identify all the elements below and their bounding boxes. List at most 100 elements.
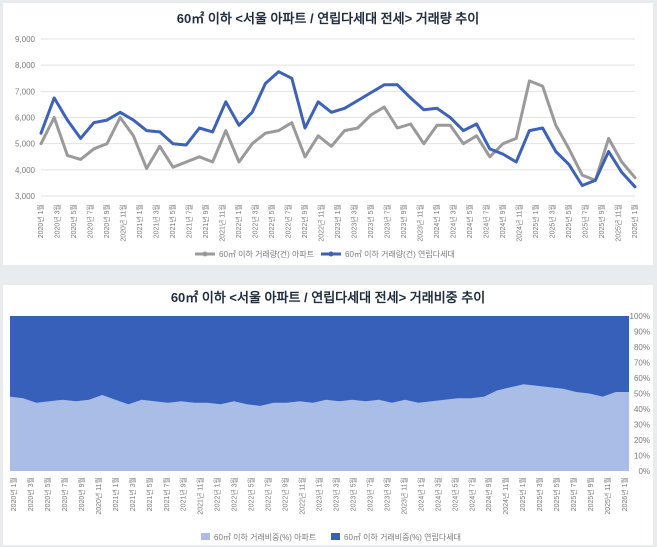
volume-point-apartment [132,134,135,137]
volume-point-villa [79,137,82,140]
legend-swatch-apartment-share [201,533,210,540]
volume-x-tick-label: 2022년 11월 [317,204,326,242]
volume-point-apartment [528,79,531,83]
volume-x-tick-label: 2023년 1월 [333,204,342,238]
volume-point-villa [198,126,201,130]
volume-y-tick-label: 9,000 [15,35,36,44]
volume-point-apartment [66,154,69,157]
volume-point-apartment [290,121,293,124]
volume-x-tick-label: 2022년 9월 [300,204,309,238]
volume-x-tick-label: 2024년 5월 [465,204,474,238]
volume-point-villa [264,82,267,85]
share-y-tick-label: 70% [634,359,650,368]
volume-point-apartment [449,124,452,127]
volume-point-apartment [53,116,56,119]
volume-x-tick-label: 2020년 11월 [119,204,128,242]
volume-x-tick-label: 2021년 3월 [152,204,161,238]
share-x-tick-label: 2025년 9월 [586,477,595,511]
volume-y-tick-label: 6,000 [15,114,36,123]
volume-x-tick-label: 2025년 11월 [614,204,623,242]
share-y-tick-label: 90% [634,328,650,337]
share-x-tick-label: 2020년 1월 [9,477,18,511]
volume-point-villa [343,107,346,110]
volume-chart-series [39,70,637,189]
share-x-tick-label: 2025년 11월 [603,477,612,515]
volume-x-tick-label: 2024년 9월 [498,204,507,238]
volume-point-villa [607,150,610,153]
volume-point-apartment [264,132,267,135]
volume-point-apartment [224,129,227,132]
share-x-tick-label: 2022년 5월 [247,477,256,511]
volume-x-tick-label: 2023년 7월 [383,204,392,238]
share-y-tick-label: 0% [638,467,650,476]
volume-x-tick-label: 2026년 1월 [630,204,639,238]
share-x-tick-label: 2023년 11월 [399,477,408,515]
volume-point-apartment [515,137,518,140]
volume-point-apartment [462,142,465,145]
share-x-tick-label: 2020년 9월 [77,477,86,511]
share-x-tick-label: 2025년 3월 [535,477,544,511]
volume-point-apartment [119,116,122,119]
volume-point-apartment [633,176,637,179]
share-x-tick-label: 2022년 11월 [298,477,307,515]
volume-x-tick-label: 2025년 1월 [531,204,540,238]
volume-point-apartment [581,173,584,177]
volume-point-villa [409,96,412,100]
volume-point-apartment [171,166,175,169]
share-x-tick-label: 2023년 3월 [331,477,340,511]
share-x-tick-label: 2025년 7월 [569,477,578,511]
volume-point-apartment [303,155,307,158]
volume-series-line-villa [39,70,637,189]
volume-point-apartment [198,155,201,158]
volume-point-apartment [541,84,544,88]
share-y-tick-label: 30% [634,421,650,430]
volume-point-villa [132,118,135,122]
volume-point-apartment [39,142,43,145]
volume-point-villa [475,122,478,126]
volume-point-villa [66,118,69,122]
volume-point-apartment [343,129,346,132]
share-area-apartment [10,384,629,471]
volume-point-villa [620,171,623,174]
volume-point-apartment [422,142,425,145]
share-x-tick-label: 2020년 5월 [43,477,52,511]
share-x-tick-label: 2021년 3월 [128,477,137,511]
volume-x-tick-label: 2020년 3월 [53,204,62,238]
volume-point-villa [39,132,43,135]
volume-point-apartment [158,145,161,148]
volume-y-tick-label: 7,000 [15,87,36,96]
legend-label-apartment: 60㎡ 이하 거래량(건) 아파트 [219,249,314,259]
share-y-tick-label: 60% [634,374,650,383]
volume-chart-title: 60㎡ 이하 <서울 아파트 / 연립다세대 전세> 거래량 추이 [177,11,479,26]
volume-point-villa [422,108,425,111]
volume-x-tick-label: 2024년 7월 [482,204,491,238]
volume-chart-legend: 60㎡ 이하 거래량(건) 아파트 60㎡ 이하 거래량(건) 연립다세대 [195,249,455,259]
volume-chart-gridlines [41,38,635,197]
volume-point-villa [356,99,359,102]
volume-x-tick-label: 2023년 9월 [399,204,408,238]
volume-point-villa [567,163,571,166]
volume-x-tick-label: 2023년 5월 [366,204,375,238]
volume-point-apartment [409,122,412,126]
volume-x-tick-label: 2021년 7월 [185,204,194,238]
volume-point-apartment [488,155,491,158]
volume-x-tick-label: 2021년 11월 [218,204,227,242]
volume-chart-y-axis: 3,000 4,000 5,000 6,000 7,000 8,000 9,000 [15,35,36,201]
volume-point-villa [290,77,293,80]
legend-label-apartment-share: 60㎡ 이하 거래비중(%) 아파트 [214,532,316,542]
volume-point-apartment [211,160,214,164]
volume-x-tick-label: 2022년 7월 [284,204,293,238]
legend-marker-villa [328,251,334,257]
volume-point-apartment [79,158,82,161]
volume-point-apartment [435,124,439,127]
volume-chart-x-axis: 2020년 1월 2020년 3월 2020년 5월 2020년 7월 2020년 9월… [36,204,639,242]
volume-x-tick-label: 2025년 3월 [548,204,557,238]
share-y-tick-label: 80% [634,343,650,352]
volume-x-tick-label: 2025년 5월 [564,204,573,238]
volume-x-tick-label: 2021년 9월 [201,204,210,238]
volume-point-apartment [620,160,623,164]
volume-point-apartment [607,137,610,140]
volume-point-villa [554,150,557,153]
volume-point-villa [105,118,109,122]
volume-point-villa [581,184,584,187]
